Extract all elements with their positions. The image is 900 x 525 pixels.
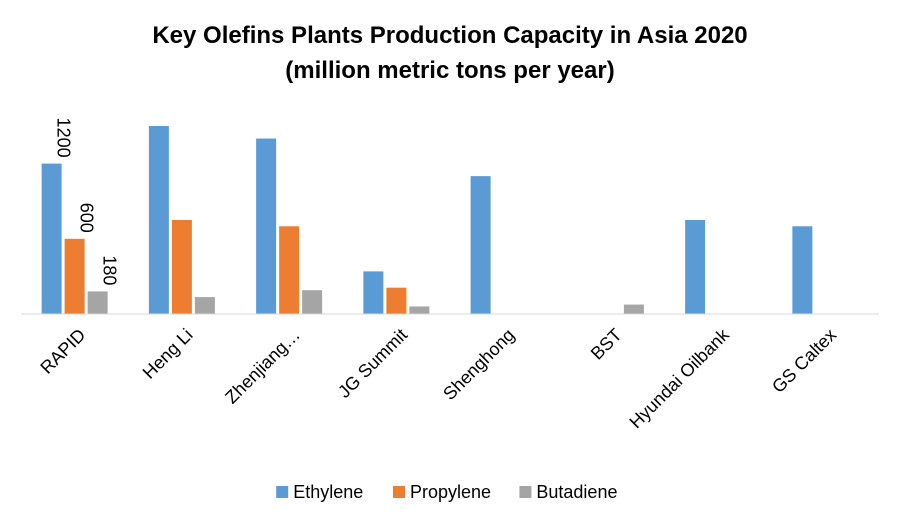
bar-ethylene-jg-summit [363, 271, 384, 314]
chart-title: Key Olefins Plants Production Capacity i… [0, 18, 900, 88]
legend-swatch-butadiene [519, 486, 532, 498]
legend-item-propylene: Propylene [393, 482, 491, 502]
data-label-propylene-rapid: 600 [77, 203, 97, 233]
legend-swatch-ethylene [276, 486, 289, 498]
legend-swatch-propylene [393, 486, 405, 498]
x-tick-label-gs-caltex: GS Caltex [768, 325, 840, 397]
chart-subtitle: (million metric tons per year) [285, 57, 615, 84]
bars-layer [41, 126, 813, 314]
x-tick-label-heng-li: Heng Li [139, 325, 197, 383]
bar-butadiene-heng-li [194, 297, 215, 314]
bar-butadiene-rapid [87, 291, 108, 314]
bar-ethylene-rapid [41, 163, 62, 314]
bar-butadiene-zhenjiang [302, 290, 323, 314]
x-tick-labels: RAPID Heng Li Zhenjiang… JG Summit Shenghong… [36, 324, 840, 432]
data-label-ethylene-rapid: 1200 [54, 118, 74, 158]
bar-ethylene-zhenjiang [256, 138, 277, 314]
legend: Ethylene Propylene Butadiene [276, 482, 617, 502]
bar-propylene-jg-summit [386, 287, 407, 314]
bar-propylene-zhenjiang [279, 226, 300, 314]
x-tick-label-zhenjiang: Zhenjiang… [221, 325, 304, 408]
bar-propylene-heng-li [171, 220, 192, 314]
data-label-butadiene-rapid: 180 [100, 255, 120, 285]
legend-item-ethylene: Ethylene [276, 482, 363, 502]
bar-propylene-rapid [64, 238, 85, 314]
legend-label-butadiene: Butadiene [536, 482, 617, 502]
bar-butadiene-jg-summit [409, 306, 430, 314]
x-tick-label-rapid: RAPID [36, 325, 89, 378]
bar-ethylene-heng-li [148, 126, 169, 314]
legend-label-propylene: Propylene [410, 482, 491, 502]
bar-ethylene-hyundai-oilbank [685, 220, 706, 314]
data-labels-layer: 1200 600 180 [54, 118, 120, 286]
bar-ethylene-gs-caltex [792, 226, 813, 314]
chart-title-main: Key Olefins Plants Production Capacity i… [152, 22, 748, 49]
legend-item-butadiene: Butadiene [519, 482, 617, 502]
legend-label-ethylene: Ethylene [293, 482, 363, 502]
bar-butadiene-bst [623, 304, 644, 314]
x-tick-label-bst: BST [587, 325, 626, 364]
x-tick-label-shenghong: Shenghong [439, 325, 518, 404]
bar-ethylene-shenghong [470, 176, 491, 314]
x-tick-label-hyundai-oilbank: Hyundai Oilbank [625, 324, 733, 432]
x-tick-label-jg-summit: JG Summit [334, 325, 411, 402]
